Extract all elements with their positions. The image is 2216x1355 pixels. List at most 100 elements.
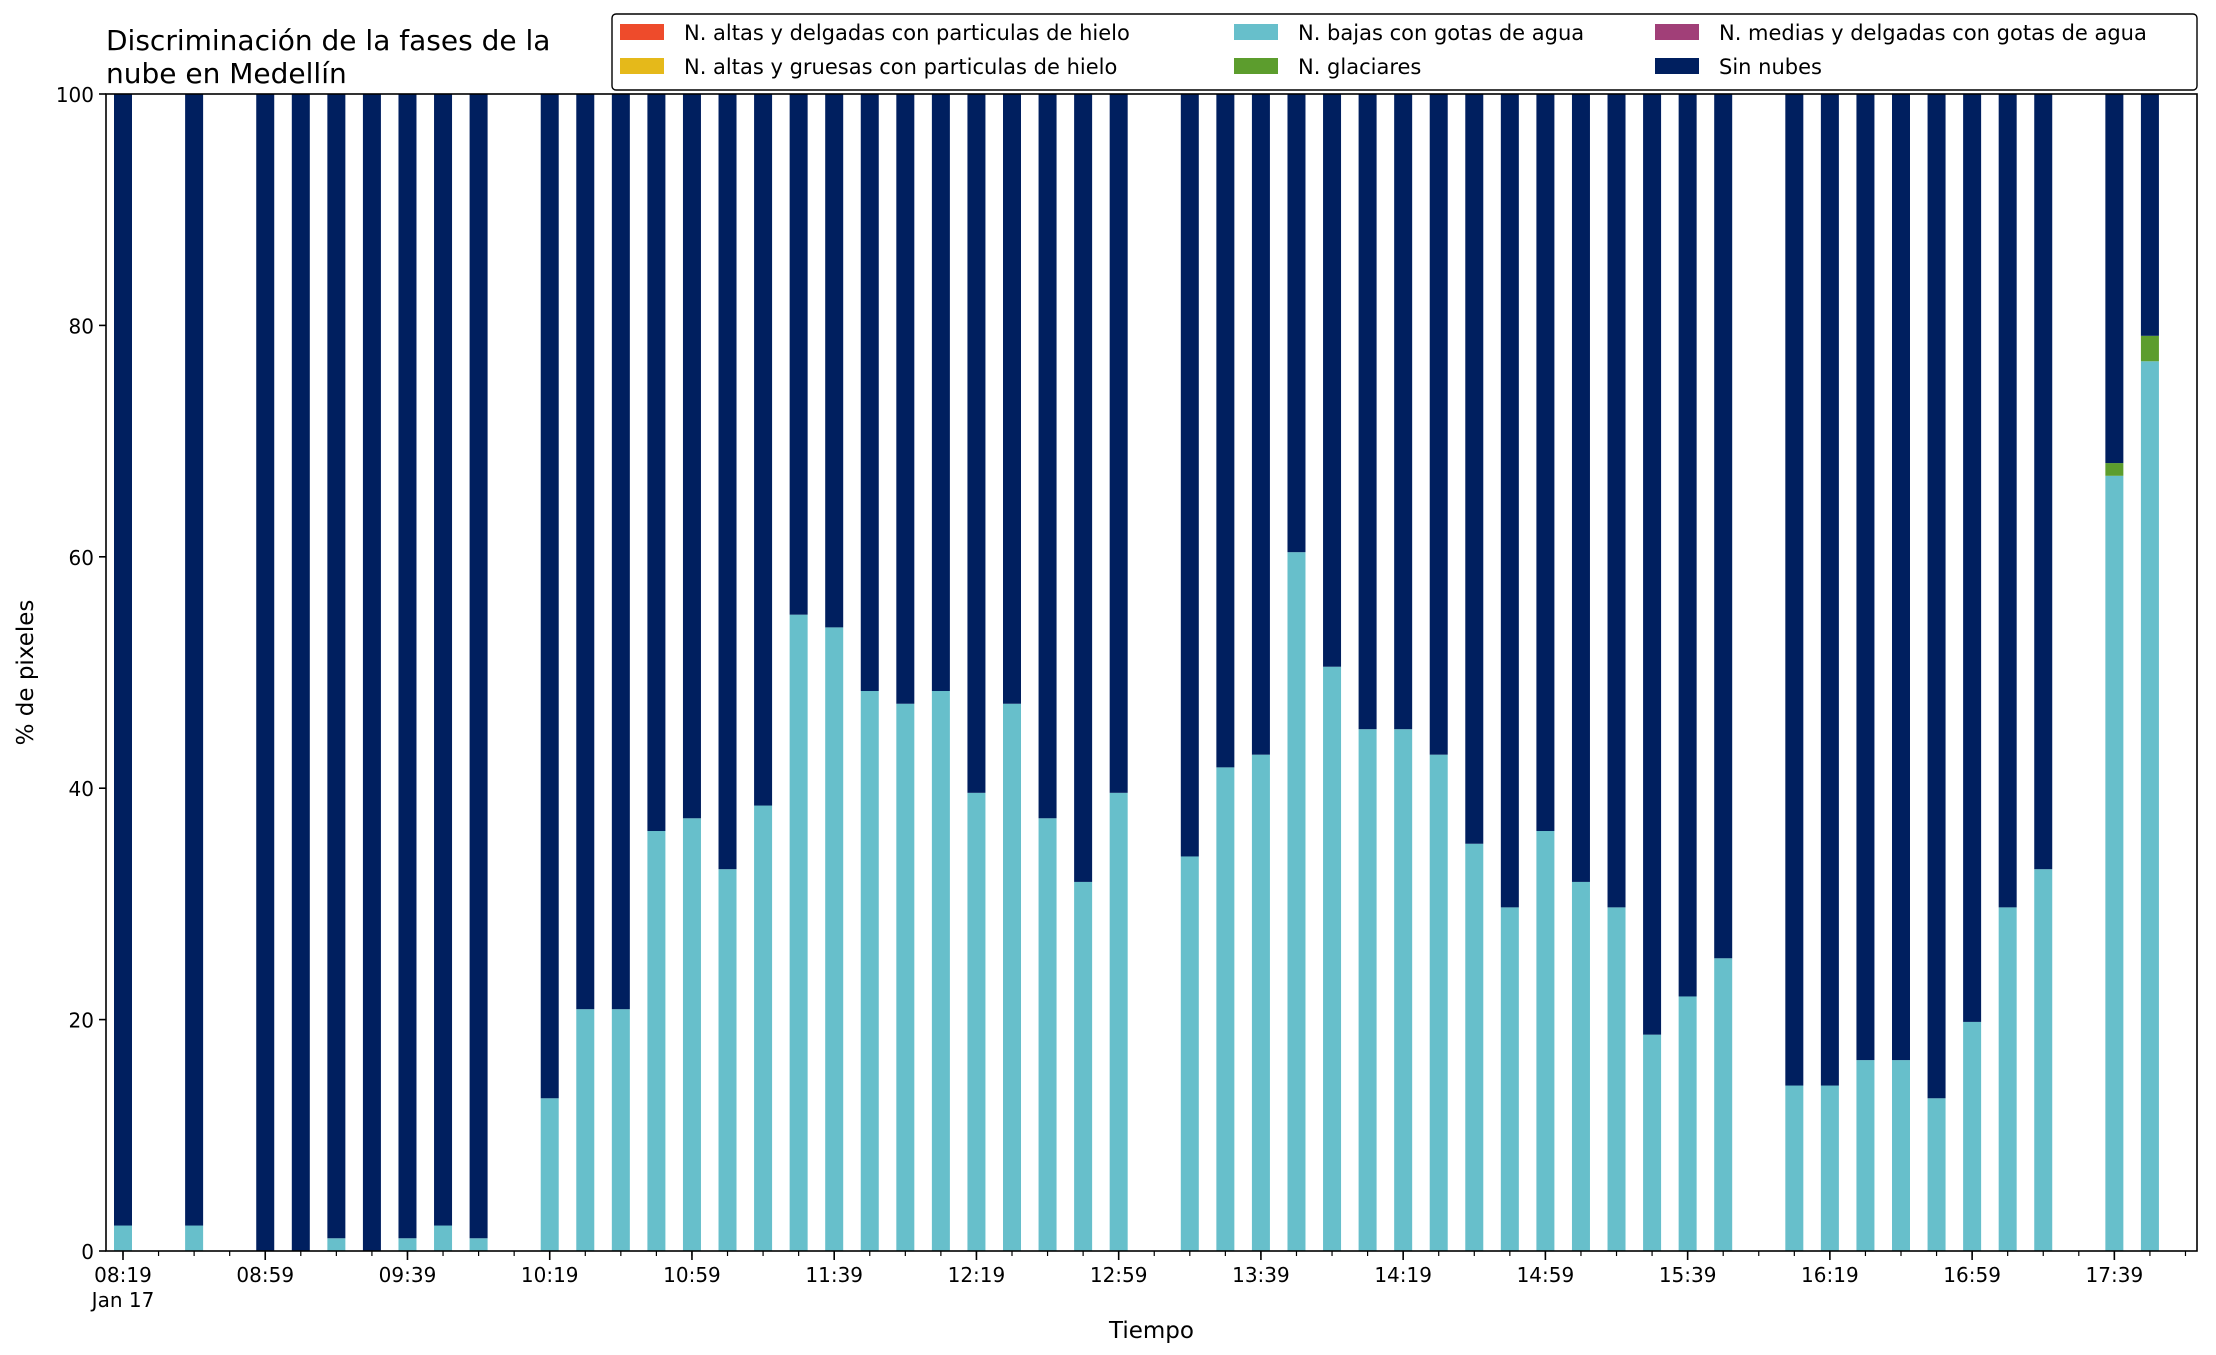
bar-segment-1209-s2: [931, 691, 950, 1251]
bar-segment-1109-s2: [718, 869, 737, 1251]
bar-segment-1429-s5: [1429, 94, 1448, 755]
x-tick-date-label: Jan 17: [90, 1288, 155, 1312]
bar-segment-1239-s2: [1038, 818, 1057, 1251]
y-tick-label: 80: [69, 314, 94, 338]
bar-segment-1149-s2: [860, 691, 879, 1251]
chart-title-line-1: Discriminación de la fases de la: [106, 24, 550, 57]
bar-segment-0919-s5: [327, 94, 346, 1239]
bar-segment-1059-s2: [682, 818, 701, 1251]
plot-frame: [105, 93, 2198, 1252]
bar-segment-1339-s2: [1251, 754, 1270, 1251]
bar-segment-1449-s2: [1500, 907, 1519, 1251]
bar-segment-0859-s5: [256, 94, 275, 1251]
bar-segment-1709-s5: [1998, 94, 2017, 908]
bar-segment-1439-s5: [1465, 94, 1484, 844]
bar-segment-1339-s5: [1251, 94, 1270, 755]
bar-segment-1649-s2: [1927, 1098, 1946, 1251]
legend-entry-label: N. bajas con gotas de agua: [1298, 21, 1584, 45]
legend-swatch: [1655, 58, 1699, 74]
bar-segment-1519-s5: [1607, 94, 1626, 908]
bar-segment-1519-s2: [1607, 907, 1626, 1251]
legend-entry-label: Sin nubes: [1719, 55, 1822, 79]
bar-segment-1749-s3: [2140, 335, 2159, 362]
legend-box: [611, 13, 2198, 91]
bar-segment-1249-s2: [1074, 881, 1093, 1251]
bar-segment-0949-s5: [434, 94, 453, 1226]
bar-segment-1609-s2: [1785, 1085, 1804, 1251]
bar-segment-1439-s2: [1465, 843, 1484, 1251]
bar-segment-1629-s5: [1856, 94, 1875, 1061]
bar-segment-1039-s5: [611, 94, 630, 1010]
bar-segment-1629-s2: [1856, 1060, 1875, 1251]
legend-swatch: [1655, 24, 1699, 40]
bar-segment-1319-s2: [1180, 856, 1199, 1251]
bar-segment-1739-s5: [2105, 94, 2124, 464]
bar-segment-1609-s5: [1785, 94, 1804, 1086]
bar-segment-1639-s2: [1892, 1060, 1910, 1251]
bar-segment-0819-s2: [114, 1225, 132, 1251]
bar-segment-1119-s5: [754, 94, 773, 806]
bar-segment-0819-s5: [114, 94, 132, 1226]
bar-segment-1459-s2: [1536, 831, 1555, 1251]
x-tick-label: 16:59: [1943, 1263, 2001, 1287]
legend-swatch: [620, 58, 664, 74]
legend: N. altas y delgadas con particulas de hi…: [611, 13, 2198, 91]
bar-segment-1419-s5: [1394, 94, 1413, 730]
y-axis-label: % de pixeles: [13, 600, 39, 746]
x-tick-label: 12:59: [1090, 1263, 1148, 1287]
bar-segment-1139-s5: [825, 94, 844, 628]
bar-segment-1359-s5: [1323, 94, 1342, 667]
legend-entry-label: N. altas y gruesas con particulas de hie…: [684, 55, 1117, 79]
bar-segment-0939-s2: [398, 1238, 417, 1251]
bar-segment-1449-s5: [1500, 94, 1519, 908]
bar-segment-0939-s5: [398, 94, 417, 1239]
bar-segment-1049-s2: [647, 831, 666, 1251]
bar-layer: [114, 94, 2159, 1251]
bar-segment-1509-s2: [1571, 881, 1590, 1251]
bar-segment-1349-s5: [1287, 94, 1306, 553]
x-tick-label: 12:19: [948, 1263, 1006, 1287]
bar-segment-0959-s5: [469, 94, 488, 1239]
legend-swatch: [1234, 58, 1278, 74]
bar-segment-1139-s2: [825, 627, 844, 1251]
bar-segment-1659-s5: [1963, 94, 1982, 1022]
legend-entry-label: N. medias y delgadas con gotas de agua: [1719, 21, 2147, 45]
bar-segment-1129-s2: [789, 614, 808, 1251]
bar-segment-1409-s2: [1358, 729, 1377, 1251]
x-tick-label: 15:39: [1659, 1263, 1717, 1287]
x-tick-label: 11:39: [805, 1263, 863, 1287]
y-tick-label: 60: [69, 546, 94, 570]
bar-segment-0839-s5: [185, 94, 204, 1226]
bar-segment-1619-s5: [1820, 94, 1839, 1086]
bar-segment-1719-s2: [2034, 869, 2053, 1251]
x-tick-label: 13:39: [1232, 1263, 1290, 1287]
bar-segment-0919-s2: [327, 1238, 346, 1251]
bar-segment-1549-s2: [1714, 958, 1733, 1251]
bar-segment-1219-s5: [967, 94, 986, 793]
bar-segment-1159-s5: [896, 94, 915, 704]
bar-segment-1129-s5: [789, 94, 808, 615]
x-tick-label: 14:59: [1517, 1263, 1575, 1287]
bar-segment-1659-s2: [1963, 1021, 1982, 1251]
bar-segment-1549-s5: [1714, 94, 1733, 959]
bar-segment-1219-s2: [967, 792, 986, 1251]
bar-segment-1509-s5: [1571, 94, 1590, 882]
bar-segment-1229-s2: [1003, 703, 1021, 1251]
chart-title-line-2: nube en Medellín: [106, 57, 347, 90]
bar-segment-1459-s5: [1536, 94, 1555, 832]
bar-segment-1229-s5: [1003, 94, 1021, 704]
bar-segment-1329-s5: [1216, 94, 1235, 768]
bar-segment-0949-s2: [434, 1225, 453, 1251]
x-tick-label: 16:19: [1801, 1263, 1859, 1287]
x-tick-label: 10:19: [521, 1263, 579, 1287]
bar-segment-1049-s5: [647, 94, 666, 832]
y-tick-label: 100: [56, 83, 94, 107]
legend-entry-label: N. glaciares: [1298, 55, 1421, 79]
bar-segment-0929-s5: [362, 94, 381, 1251]
bar-segment-1019-s5: [540, 94, 559, 1099]
bar-segment-1209-s5: [931, 94, 950, 692]
bar-segment-1349-s2: [1287, 552, 1306, 1251]
bar-segment-1639-s5: [1892, 94, 1910, 1061]
bar-segment-1259-s5: [1109, 94, 1128, 793]
